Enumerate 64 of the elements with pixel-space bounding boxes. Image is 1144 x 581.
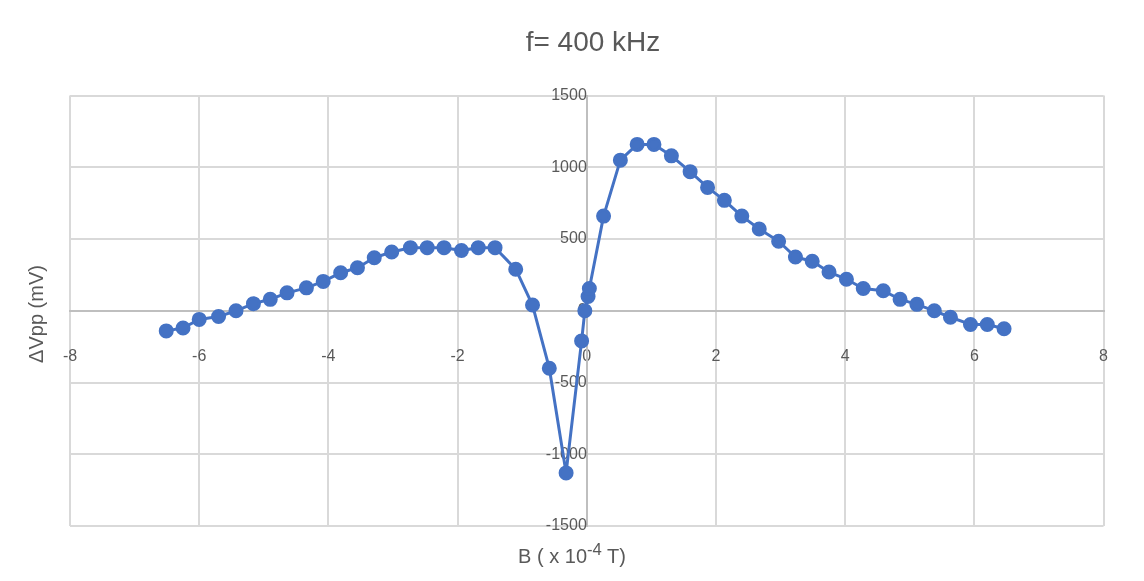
point <box>228 303 244 319</box>
point <box>349 260 365 276</box>
point <box>646 136 662 152</box>
point <box>855 281 871 297</box>
point <box>996 321 1012 337</box>
point <box>436 240 452 256</box>
point <box>596 208 612 224</box>
point <box>470 240 486 256</box>
point <box>942 309 958 325</box>
point <box>979 316 995 332</box>
point <box>211 309 227 325</box>
point <box>734 208 750 224</box>
point <box>384 244 400 260</box>
point <box>191 311 207 327</box>
x-tick-label: -6 <box>192 346 207 364</box>
y-tick-label: 1500 <box>551 86 587 104</box>
point <box>682 164 698 180</box>
point <box>175 320 191 336</box>
point <box>612 152 628 168</box>
point <box>315 273 331 289</box>
point <box>629 136 645 152</box>
point <box>419 240 435 256</box>
point <box>821 264 837 280</box>
y-tick-label: 500 <box>560 229 587 247</box>
point <box>508 261 524 277</box>
y-tick-label: 1000 <box>551 157 587 175</box>
point <box>700 179 716 195</box>
point <box>525 297 541 313</box>
x-tick-label: -4 <box>321 346 336 364</box>
point <box>298 280 314 296</box>
point <box>158 323 174 339</box>
point <box>574 333 590 349</box>
point <box>487 240 503 256</box>
point <box>453 243 469 259</box>
point <box>771 233 787 249</box>
y-axis-title: ΔVpp (mV) <box>24 265 48 363</box>
y-tick-label: -1500 <box>545 516 587 534</box>
x-axis-title: B ( x 10$^{-4}$ T) <box>517 540 627 568</box>
point <box>875 283 891 299</box>
point <box>279 285 295 301</box>
point <box>962 316 978 332</box>
x-tick-label: 8 <box>1099 346 1109 364</box>
x-tick-label: 4 <box>840 346 850 364</box>
point <box>245 296 261 312</box>
point <box>558 465 574 481</box>
point <box>751 221 767 237</box>
point <box>663 148 679 164</box>
point <box>716 192 732 208</box>
point <box>909 296 925 312</box>
point <box>787 249 803 265</box>
chart-title: f= 400 kHz <box>525 25 661 57</box>
x-tick-label: -2 <box>450 346 465 364</box>
point <box>541 360 557 376</box>
x-tick-label: 2 <box>711 346 721 364</box>
x-tick-label: -8 <box>62 346 78 364</box>
point <box>926 303 942 319</box>
point <box>804 253 820 269</box>
x-tick-label: 6 <box>969 346 979 364</box>
point <box>262 291 278 307</box>
point <box>402 240 418 256</box>
point <box>838 271 854 287</box>
point <box>333 265 349 281</box>
point <box>366 250 382 266</box>
point <box>892 291 908 307</box>
